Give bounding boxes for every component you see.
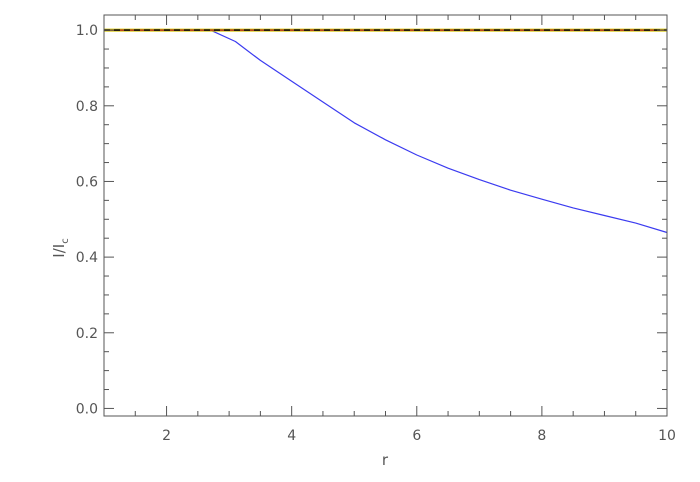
x-tick-label: 6 [412,428,421,444]
x-tick-label: 10 [658,428,676,444]
y-tick-label: 0.6 [76,174,98,190]
x-tick-label: 8 [537,428,546,444]
series-layer [104,28,668,234]
plot-frame [103,14,668,417]
x-tick-label: 4 [287,428,296,444]
y-axis-label: I/Ic [50,238,71,257]
x-tick-label: 2 [162,428,171,444]
y-axis-label-subscript: c [60,238,71,244]
series-line-1 [104,29,668,234]
ticks-layer [104,15,667,416]
y-tick-label: 0.8 [76,99,98,115]
x-axis-label: r [382,451,389,469]
y-tick-label: 0.4 [76,250,98,266]
y-tick-label: 0.0 [76,401,98,417]
y-tick-label: 0.2 [76,326,98,342]
y-tick-label: 1.0 [76,23,98,39]
tick-labels-layer: 2 4 6 8 10 0.0 0.2 0.4 0.6 0.8 1.0 [76,23,676,444]
y-axis-label-main: I/I [50,244,68,258]
